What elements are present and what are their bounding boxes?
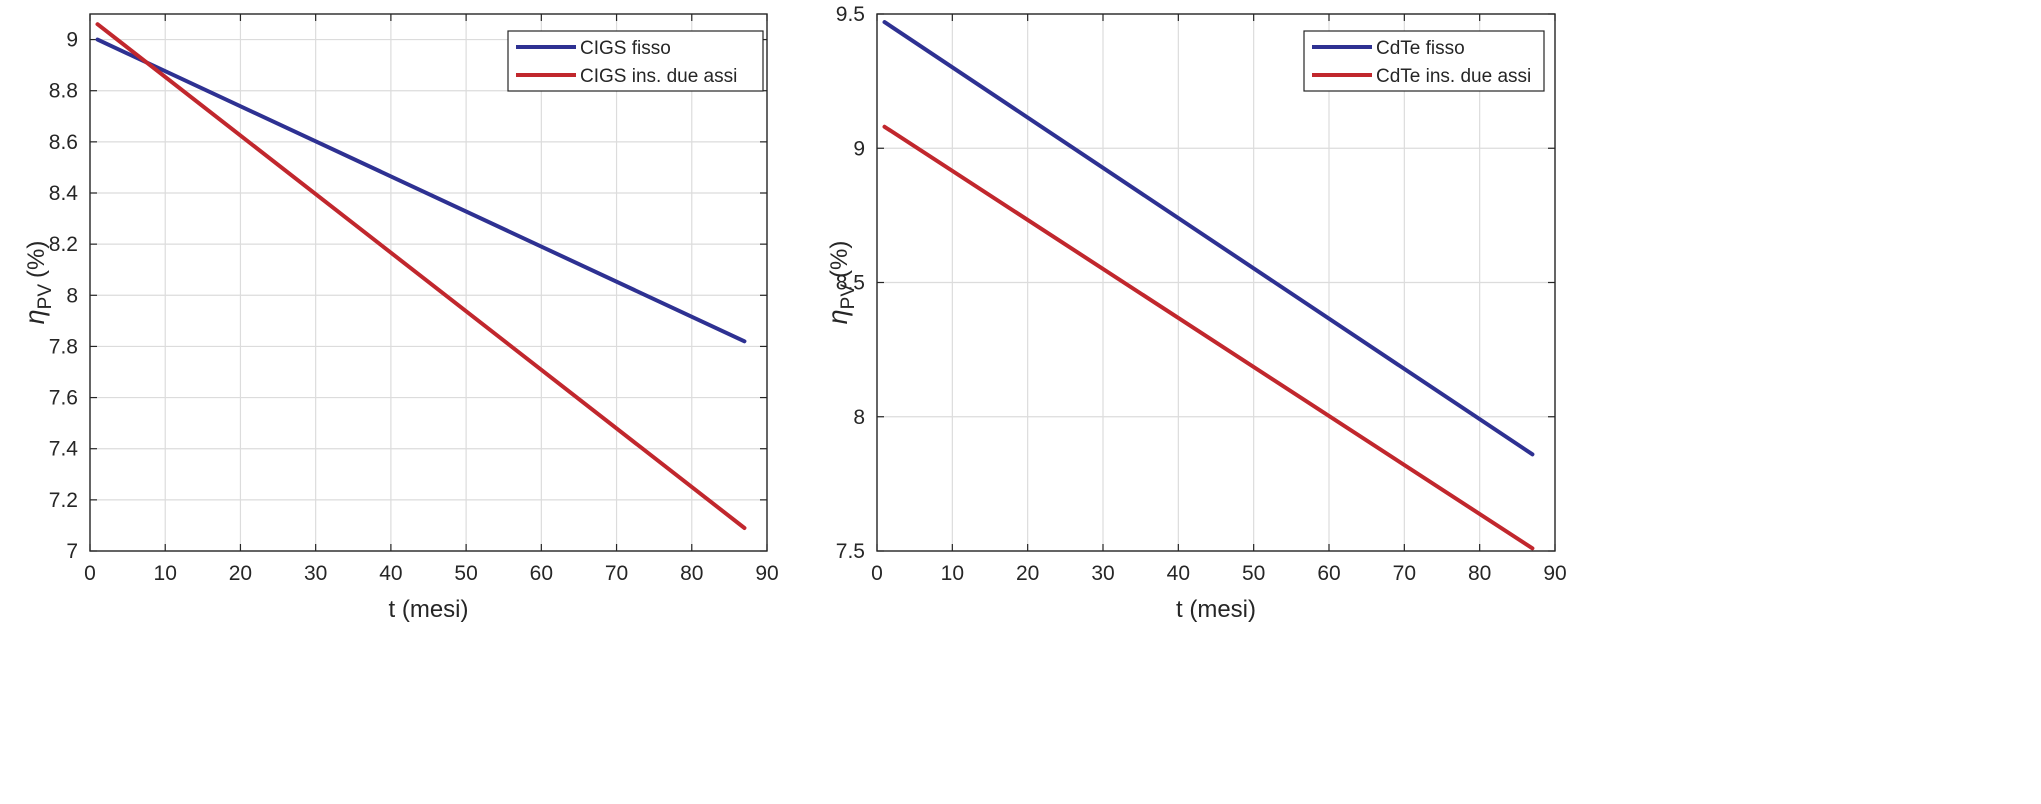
- y-tick-label: 8.4: [49, 182, 79, 205]
- y-tick-label: 7.6: [49, 387, 78, 410]
- legend-label-2: CdTe ins. due assi: [1376, 66, 1531, 87]
- y-tick-label: 9: [853, 137, 865, 160]
- x-tick-label: 40: [379, 562, 402, 585]
- series-line-2: [95, 22, 747, 530]
- x-tick-label: 50: [1242, 562, 1265, 585]
- y-label-subscript: PV: [35, 284, 56, 310]
- y-tick-label: 8.6: [49, 131, 78, 154]
- x-axis-label: t (mesi): [389, 596, 469, 623]
- legend-box: [507, 30, 764, 92]
- y-tick-label: 9: [66, 29, 78, 52]
- y-tick-label: 7.4: [49, 438, 79, 461]
- x-tick-label: 30: [1091, 562, 1114, 585]
- legend-box: [1303, 30, 1545, 92]
- legend-label-1: CdTe fisso: [1376, 38, 1465, 59]
- y-label-symbol: η: [20, 309, 50, 324]
- x-tick-label: 60: [1317, 562, 1340, 585]
- x-tick-label: 70: [1393, 562, 1416, 585]
- y-tick-label: 8.2: [49, 233, 78, 256]
- y-tick-label: 7.2: [49, 489, 78, 512]
- y-tick-label: 7.5: [836, 540, 865, 563]
- x-tick-label: 80: [680, 562, 703, 585]
- x-tick-label: 90: [1543, 562, 1566, 585]
- x-tick-label: 40: [1167, 562, 1190, 585]
- axes-box: [876, 13, 1556, 552]
- y-tick-label: 7: [66, 540, 78, 563]
- y-axis-label: ηPV (%): [823, 241, 859, 325]
- x-tick-label: 50: [454, 562, 477, 585]
- y-tick-label: 8.8: [49, 80, 78, 103]
- x-tick-label: 70: [605, 562, 628, 585]
- y-tick-label: 8: [66, 284, 78, 307]
- y-label-unit: (%): [826, 241, 853, 278]
- y-label-symbol: η: [823, 309, 853, 324]
- y-tick-label: 9.5: [836, 3, 865, 26]
- x-tick-label: 0: [84, 562, 96, 585]
- x-tick-label: 20: [229, 562, 252, 585]
- y-label-subscript: PV: [838, 284, 859, 310]
- y-tick-label: 8: [853, 406, 865, 429]
- x-tick-label: 10: [941, 562, 964, 585]
- x-axis-label: t (mesi): [1176, 596, 1256, 623]
- x-tick-label: 0: [871, 562, 883, 585]
- y-label-unit: (%): [23, 241, 50, 278]
- x-tick-label: 60: [530, 562, 553, 585]
- series-line-1: [95, 37, 747, 344]
- series-line-2: [882, 124, 1535, 551]
- y-tick-label: 7.8: [49, 335, 78, 358]
- legend-label-2: CIGS ins. due assi: [580, 66, 737, 87]
- series-line-1: [882, 20, 1535, 457]
- x-tick-label: 20: [1016, 562, 1039, 585]
- x-tick-label: 80: [1468, 562, 1491, 585]
- y-axis-label: ηPV (%): [20, 241, 56, 325]
- x-tick-label: 90: [755, 562, 778, 585]
- y-tick-label: 8.5: [836, 272, 865, 295]
- x-tick-label: 10: [154, 562, 177, 585]
- axes-box: [89, 13, 768, 552]
- x-tick-label: 30: [304, 562, 327, 585]
- legend-label-1: CIGS fisso: [580, 38, 671, 59]
